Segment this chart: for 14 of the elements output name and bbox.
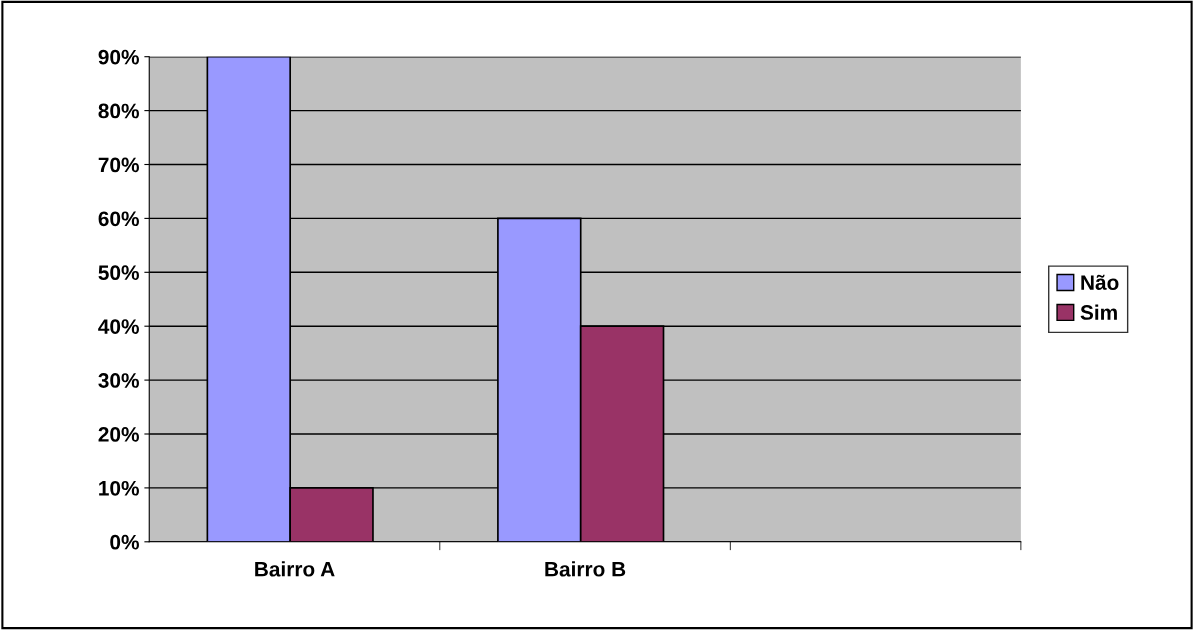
y-tick-label: 60% — [98, 211, 139, 227]
legend-label: Sim — [1080, 304, 1117, 320]
y-tick-label: 80% — [98, 103, 139, 119]
y-tick-label: 70% — [98, 157, 139, 173]
legend-label: Não — [1081, 274, 1119, 290]
y-tick-label: 10% — [99, 480, 139, 496]
y-tick-label: 40% — [98, 319, 139, 334]
y-tick-label: 50% — [98, 265, 139, 281]
y-tick-label: 0% — [110, 534, 139, 550]
y-tick-label: 20% — [98, 427, 139, 442]
y-tick-label: 90% — [98, 49, 139, 65]
y-tick-label: 30% — [98, 373, 139, 388]
x-tick-label: Bairro A — [255, 561, 335, 577]
x-tick-label: Bairro B — [545, 561, 626, 577]
